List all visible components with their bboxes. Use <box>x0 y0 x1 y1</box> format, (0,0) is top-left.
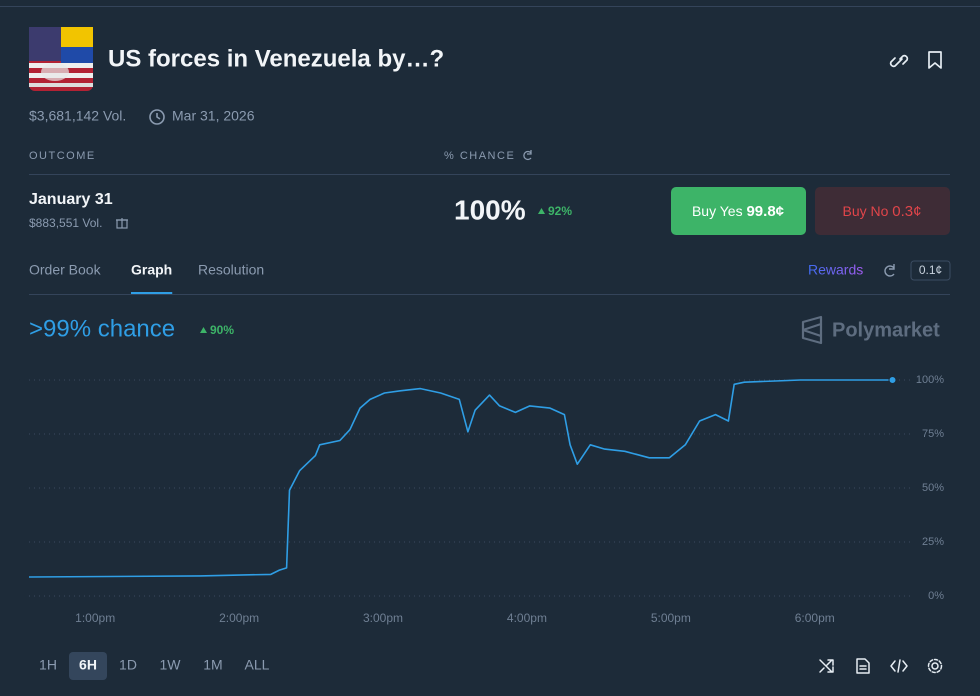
brand-name: Polymarket <box>832 319 940 341</box>
x-tick-label: 5:00pm <box>651 611 691 625</box>
yes-price: 99.8¢ <box>746 203 784 220</box>
settings-button[interactable] <box>927 658 943 674</box>
up-arrow <box>538 208 545 214</box>
gift-icon <box>116 218 128 229</box>
range-button[interactable]: 1M <box>203 657 222 673</box>
shuffle-button[interactable] <box>819 659 834 673</box>
tab[interactable]: Order Book <box>29 262 102 278</box>
market-volume: $3,681,142 Vol. <box>29 108 126 124</box>
x-tick-label: 6:00pm <box>795 611 835 625</box>
chart-change: 90% <box>210 323 234 337</box>
outcome-name: January 31 <box>29 191 113 208</box>
buy-yes-text: Buy Yes <box>692 203 743 219</box>
x-tick-label: 4:00pm <box>507 611 547 625</box>
outcome-header: OUTCOME <box>29 150 96 162</box>
refresh-rewards[interactable] <box>884 264 895 277</box>
range-selector: 1H 6H 1D 1W 1M ALL <box>39 652 270 680</box>
range-selected <box>69 652 107 680</box>
buy-no-button[interactable]: Buy No 0.3¢ <box>815 187 950 235</box>
y-tick-label: 0% <box>928 590 944 602</box>
price-line <box>28 379 893 578</box>
tick-size: 0.1¢ <box>919 263 942 277</box>
range-button[interactable]: 1D <box>119 657 137 673</box>
refresh-icon[interactable] <box>523 150 532 161</box>
chart-title: >99% chance <box>29 315 175 342</box>
buy-no-label: Buy No 0.3¢ <box>842 203 921 220</box>
copy-link-button[interactable] <box>889 54 909 68</box>
range-button[interactable]: 1W <box>160 657 182 673</box>
brand-logo <box>801 315 823 345</box>
tab-underline <box>131 292 173 294</box>
range-button[interactable]: 1H <box>39 657 57 673</box>
tick-size-box[interactable] <box>910 260 951 281</box>
x-tick-label: 3:00pm <box>363 611 403 625</box>
market-icon <box>29 27 93 91</box>
outcome-volume: $883,551 Vol. <box>29 216 102 230</box>
y-tick-label: 50% <box>922 482 944 494</box>
clock-icon <box>149 109 165 125</box>
outcome-chance: 100% <box>454 194 526 225</box>
rewards-link[interactable]: Rewards <box>808 262 863 278</box>
x-tick-label: 1:00pm <box>75 611 115 625</box>
chance-header: % CHANCE <box>444 150 515 162</box>
bookmark-button[interactable] <box>928 51 942 69</box>
tab[interactable]: Resolution <box>198 262 264 278</box>
no-price: 0.3¢ <box>892 203 921 220</box>
tab[interactable]: Graph <box>131 262 172 278</box>
up-arrow <box>200 327 207 333</box>
outcome-change: 92% <box>548 204 572 218</box>
end-date: Mar 31, 2026 <box>172 108 255 124</box>
market-title: US forces in Venezuela by…? <box>108 45 444 72</box>
y-tick-label: 100% <box>916 374 944 386</box>
range-button[interactable]: ALL <box>245 657 270 673</box>
range-button[interactable]: 6H <box>79 657 97 673</box>
document-button[interactable] <box>856 658 870 674</box>
buy-yes-button[interactable]: Buy Yes 99.8¢ <box>671 187 806 235</box>
buy-no-text: Buy No <box>842 203 888 219</box>
embed-button[interactable] <box>890 659 908 673</box>
end-point <box>888 376 897 384</box>
x-tick-label: 2:00pm <box>219 611 259 625</box>
y-tick-label: 75% <box>922 428 944 440</box>
y-tick-label: 25% <box>922 536 944 548</box>
chart: 0% 25% 50% 75% 100% 1:00pm 2:00pm 3:00pm 4:00pm 5… <box>28 374 944 625</box>
buy-yes-label: Buy Yes 99.8¢ <box>692 203 784 220</box>
tabs: Order Book Graph Resolution <box>29 262 264 294</box>
